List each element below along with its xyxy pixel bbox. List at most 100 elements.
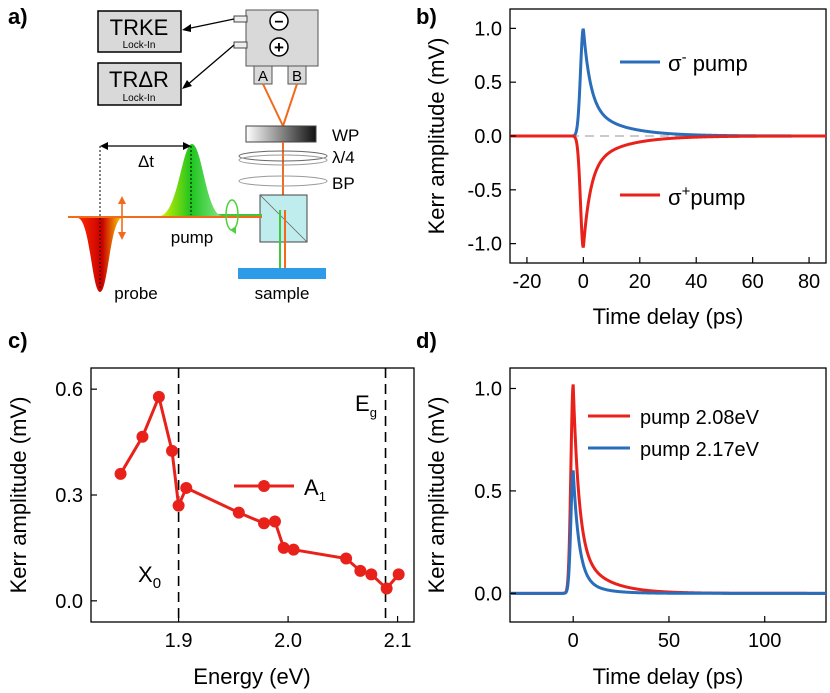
chart-d-ytick-label: 0.5: [474, 481, 502, 503]
reflected-beam-b: [282, 83, 298, 127]
lockin-trdr-sub: Lock-In: [123, 93, 156, 104]
legend-sigma-plus-text: pump: [690, 185, 745, 210]
chart-b-ylabel: Kerr amplitude (mV): [424, 38, 449, 235]
lockin-trke-title: TRKE: [110, 15, 169, 40]
beam-splitter-diagonal: [259, 194, 308, 243]
chart-c-point: [136, 430, 149, 443]
chart-d-ytick-label: 0.0: [474, 583, 502, 605]
chart-c: 1.9 2.0 2.10.00.30.6 A1 X0 Eg Energy (eV) …: [6, 367, 415, 689]
legend-a1-marker: [258, 480, 270, 492]
panel-label-c: c): [8, 328, 28, 353]
probe-label: probe: [114, 284, 157, 303]
chart-c-xtick-label: 1.9: [165, 630, 193, 652]
bandpass-filter: [238, 175, 328, 187]
chart-d-series-1-line: [510, 470, 826, 595]
chart-c-point: [268, 515, 281, 528]
chart-b-ytick-label: 0.0: [474, 126, 502, 148]
legend-sigma-minus-symbol: σ: [668, 51, 682, 76]
annotation-x0: X0: [138, 562, 161, 592]
annotation-eg-sub: g: [370, 405, 377, 420]
wp-label: WP: [332, 126, 359, 145]
chart-c-point: [180, 481, 193, 494]
chart-d-xtick-label: 100: [748, 630, 781, 652]
panel-label-b: b): [416, 4, 437, 29]
chart-b-series: [510, 28, 826, 248]
minus-sign: −: [274, 14, 283, 31]
detector-connector-2: [233, 41, 248, 49]
legend-208: pump 2.08eV: [640, 407, 760, 429]
chart-c-point: [166, 444, 179, 457]
chart-c-point: [152, 390, 165, 403]
arrowhead-trke-icon: [182, 24, 191, 32]
chart-c-point: [277, 541, 290, 554]
chart-c-series-line: [119, 392, 400, 591]
chart-c-xlabel: Energy (eV): [193, 664, 310, 689]
chart-d-xtick-label: 0: [568, 630, 579, 652]
chart-b-series-0-line: [510, 28, 826, 138]
legend-sigma-minus-text: pump: [687, 51, 748, 76]
lockin-trdr-title: TRΔR: [109, 67, 169, 92]
chart-c-point: [172, 499, 185, 512]
chart-c-ylabel: Kerr amplitude (mV): [6, 397, 31, 594]
chart-c-point: [114, 467, 127, 480]
chart-b-ytick-label: -1.0: [468, 234, 502, 256]
chart-b-xtick-label: -20: [512, 271, 541, 293]
chart-d-legend: pump 2.08eV pump 2.17eV: [588, 407, 760, 461]
legend-a1-name: A: [304, 475, 319, 500]
setup-schematic: TRKE Lock-In TRΔR Lock-In − + A B WP λ/4: [68, 9, 359, 303]
legend-a1: A1: [304, 475, 326, 504]
chart-d-xtick-label: 50: [658, 630, 680, 652]
chart-d-frame: [509, 367, 827, 623]
chart-c-point: [380, 582, 393, 595]
legend-a1-sub: 1: [319, 489, 326, 504]
chart-c-point: [232, 506, 245, 519]
polarization-up-arrow-icon: [118, 196, 126, 204]
annotation-x0-label: X: [138, 562, 153, 587]
chart-b-xtick-label: 20: [629, 271, 651, 293]
chart-c-series: [114, 390, 405, 595]
chart-c-point: [365, 568, 378, 581]
chart-c-ytick-label: 0.0: [55, 591, 83, 613]
annotation-eg: Eg: [355, 391, 377, 420]
chart-c-point: [257, 517, 270, 530]
chart-c-ticks: 1.9 2.0 2.1 0.0 0.3 0.6: [55, 379, 411, 652]
delay-label: Δt: [138, 152, 154, 171]
chart-c-xtick-label: 2.0: [274, 630, 302, 652]
bp-label: BP: [332, 174, 355, 193]
minus-terminal-icon: [269, 11, 289, 31]
chart-b-ytick-label: 1.0: [474, 18, 502, 40]
chart-d-ticks: 0 50 100 0.0 0.5 1.0: [474, 378, 781, 652]
plus-sign: +: [274, 38, 284, 57]
legend-sigma-plus-sup: +: [682, 183, 691, 200]
wollaston-prism: [245, 125, 317, 143]
panel-label-d: d): [416, 328, 437, 353]
delay-arrow-right-icon: [183, 142, 191, 150]
chart-d-xlabel: Time delay (ps): [593, 664, 744, 689]
chart-b-xtick-label: 40: [685, 271, 707, 293]
chart-c-xtick-label: 2.1: [384, 630, 412, 652]
qwp-label: λ/4: [332, 148, 355, 167]
legend-sigma-plus-symbol: σ: [668, 185, 682, 210]
chart-c-ytick-label: 0.3: [55, 485, 83, 507]
detector-connector-1: [233, 15, 248, 23]
quarter-wave-plate-edge: [238, 154, 328, 166]
chart-c-point: [392, 568, 405, 581]
chart-b-ticks: -20 0 20 40 60 80 -1.0 -0.5 0.0 0.5 1.0: [468, 18, 821, 293]
chart-b-xtick-label: 0: [578, 271, 589, 293]
plus-terminal-icon: [269, 37, 289, 57]
lockin-trdr-box: [97, 62, 182, 106]
panel-label-a: a): [8, 4, 28, 29]
chart-b-xtick-label: 60: [742, 271, 764, 293]
signal-arrow-trdr: [185, 44, 235, 87]
chart-b-xlabel: Time delay (ps): [593, 304, 744, 329]
annotation-eg-label: E: [355, 391, 370, 416]
chart-b-ytick-label: -0.5: [468, 180, 502, 202]
chart-b: -20 0 20 40 60 80-1.0-0.50.00.51.0 σ- pump σ+…: [424, 8, 827, 329]
legend-217: pump 2.17eV: [640, 439, 760, 461]
chart-c-point: [354, 564, 367, 577]
photodiode-a-label: A: [258, 68, 268, 85]
sample-label: sample: [255, 284, 310, 303]
chart-b-legend: σ- pump σ+pump: [620, 49, 748, 210]
reflected-beam-a: [262, 83, 284, 127]
